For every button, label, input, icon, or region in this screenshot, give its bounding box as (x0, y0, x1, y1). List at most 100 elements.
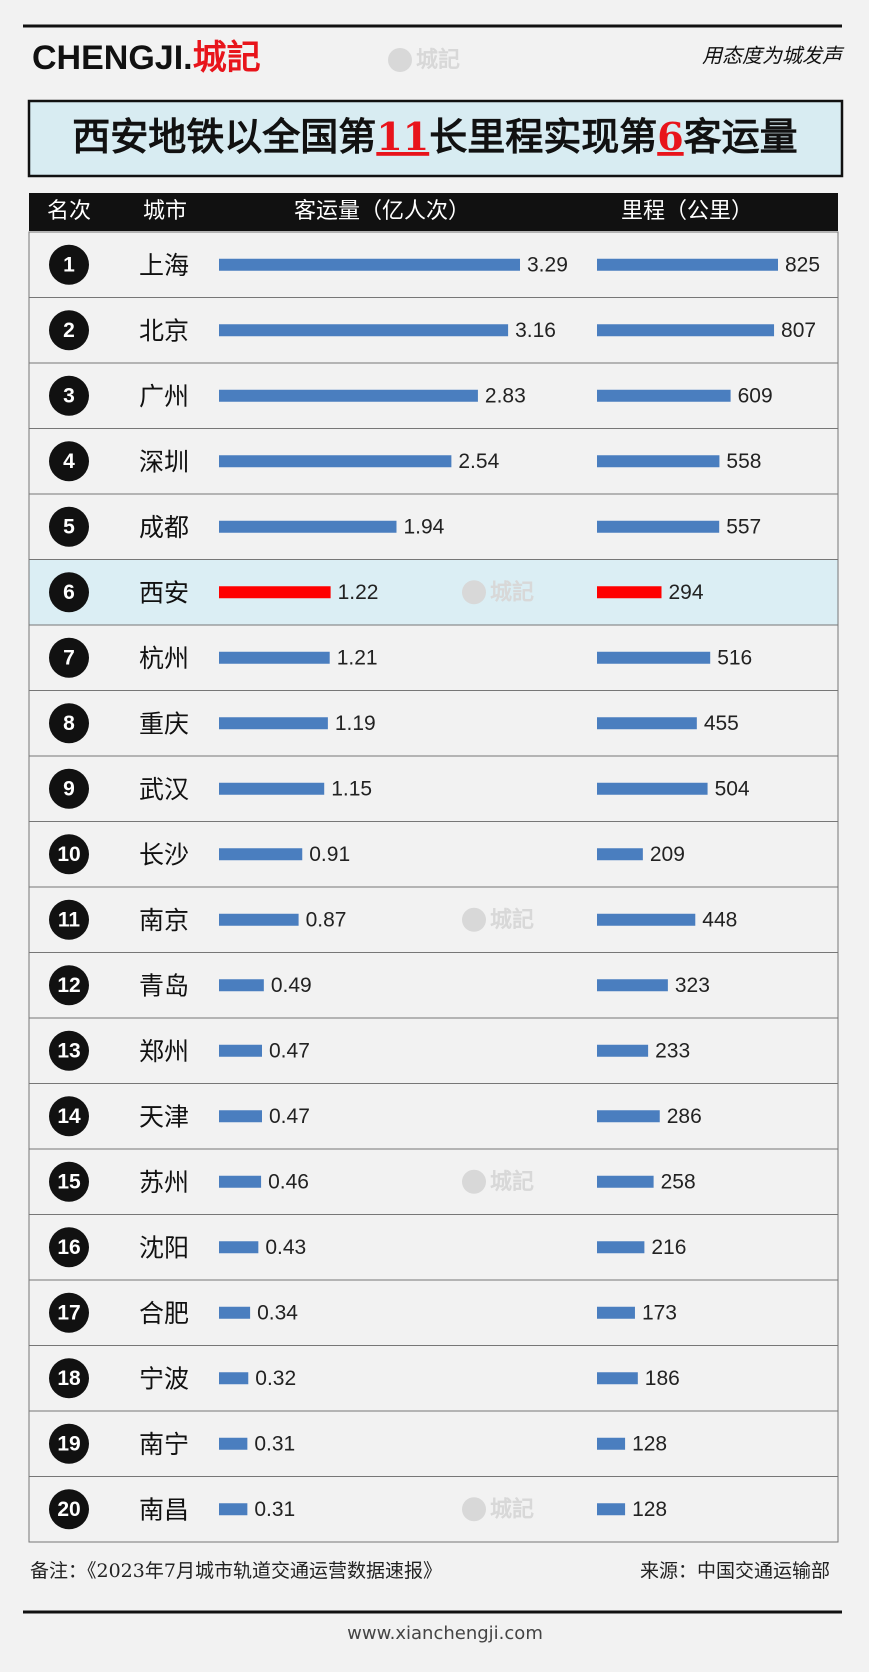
watermark: 城記 (416, 47, 460, 73)
mileage-bar (597, 389, 731, 402)
ridership-label: 1.15 (331, 777, 372, 800)
row-background (28, 886, 839, 953)
ridership-bar (219, 1110, 262, 1123)
row-background (28, 1279, 839, 1346)
column-header: 名次 (47, 199, 91, 224)
mileage-label: 323 (675, 974, 710, 997)
watermark-logo (462, 1169, 486, 1194)
title-box (27, 99, 844, 178)
rank: 1 (63, 253, 75, 276)
ridership-bar (219, 455, 452, 468)
rank: 10 (57, 843, 80, 866)
rank-badge (49, 834, 89, 875)
rank-badge (49, 1292, 89, 1333)
city: 西安 (139, 578, 189, 607)
ridership-bar (219, 389, 478, 402)
mileage-label: 448 (702, 908, 737, 931)
rank-badge (49, 1096, 89, 1137)
city: 沈阳 (139, 1233, 189, 1262)
rank: 8 (63, 712, 75, 735)
city: 武汉 (139, 775, 189, 804)
title-part: 客运量 (684, 114, 798, 159)
watermark-logo (462, 907, 486, 932)
ridership-label: 0.32 (255, 1367, 296, 1390)
mileage-bar (597, 1241, 645, 1254)
ridership-label: 2.54 (458, 450, 499, 473)
ridership-bar (219, 586, 331, 599)
rank: 6 (63, 581, 75, 604)
title-part: 长里程实现第 (429, 114, 657, 159)
header-row (29, 193, 838, 231)
city: 南宁 (139, 1430, 189, 1459)
mileage-label: 455 (704, 712, 739, 735)
rank: 2 (63, 319, 75, 342)
city: 宁波 (139, 1364, 189, 1393)
rank-badge (49, 506, 89, 547)
ridership-bar (219, 520, 397, 533)
rank: 3 (63, 384, 75, 407)
ridership-label: 1.94 (403, 515, 444, 538)
mileage-bar (597, 1044, 649, 1057)
rank: 11 (58, 908, 81, 931)
mileage-bar (597, 520, 720, 533)
rank-badge (49, 1227, 89, 1268)
rank: 18 (57, 1367, 81, 1390)
ridership-bar (219, 1503, 248, 1516)
ridership-bar (219, 1437, 248, 1450)
city: 郑州 (139, 1037, 189, 1066)
watermark: 城記 (490, 1496, 534, 1522)
title: 西安地铁以全国第11长里程实现第6客运量 (72, 114, 797, 159)
url: www.xianchengji.com (347, 1623, 543, 1644)
column-header: 城市 (143, 199, 187, 224)
ridership-bar (219, 324, 509, 337)
brand-cn: 城記 (193, 38, 261, 77)
mileage-bar (597, 913, 696, 926)
city: 苏州 (139, 1168, 189, 1197)
mileage-label: 609 (738, 384, 773, 407)
ridership-bar (219, 258, 520, 271)
rank: 20 (57, 1498, 80, 1521)
city: 上海 (139, 251, 189, 280)
rank-badge (49, 572, 89, 613)
source: 来源：中国交通运输部 (640, 1560, 830, 1582)
mileage-bar (597, 979, 668, 992)
watermark-logo (388, 48, 412, 72)
ridership-bar (219, 848, 303, 861)
city: 广州 (139, 382, 189, 411)
column-header: 里程（公里） (621, 199, 753, 224)
ridership-label: 0.46 (268, 1170, 309, 1193)
mileage-bar (597, 651, 711, 664)
rank-badge (49, 1161, 89, 1202)
ridership-label: 0.34 (257, 1301, 298, 1324)
mileage-bar (597, 848, 643, 861)
ridership-label: 0.43 (265, 1236, 306, 1259)
title-highlight: 6 (657, 114, 683, 159)
ridership-label: 0.31 (254, 1498, 295, 1521)
row-background (28, 1345, 839, 1412)
mileage-label: 516 (717, 646, 752, 669)
mileage-label: 807 (781, 319, 816, 342)
rank: 14 (57, 1105, 81, 1128)
rank: 19 (57, 1432, 80, 1455)
mileage-bar (597, 1175, 654, 1188)
rank: 5 (63, 515, 75, 538)
row-background (28, 1148, 839, 1215)
row-background (28, 1476, 839, 1543)
ridership-label: 3.16 (515, 319, 556, 342)
mileage-label: 557 (726, 515, 761, 538)
rank: 13 (57, 1039, 80, 1062)
rank-badge (49, 768, 89, 809)
mileage-bar (597, 1110, 660, 1123)
ridership-bar (219, 651, 330, 664)
ridership-bar (219, 1044, 262, 1057)
note: 备注：《2023年7月城市轨道交通运营数据速报》 (30, 1560, 442, 1582)
brand: CHENGJI.城記 (32, 38, 261, 77)
ridership-bar (219, 1306, 251, 1319)
ridership-label: 0.47 (269, 1039, 310, 1062)
rank: 12 (57, 974, 80, 997)
rank: 17 (57, 1301, 80, 1324)
title-highlight: 11 (376, 114, 429, 159)
city: 深圳 (139, 447, 189, 476)
mileage-label: 294 (669, 581, 704, 604)
mileage-label: 209 (650, 843, 685, 866)
